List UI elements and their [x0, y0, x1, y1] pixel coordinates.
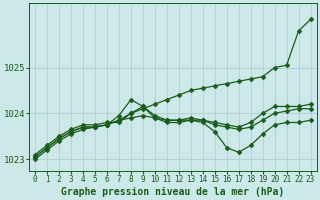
X-axis label: Graphe pression niveau de la mer (hPa): Graphe pression niveau de la mer (hPa) [61, 186, 284, 197]
